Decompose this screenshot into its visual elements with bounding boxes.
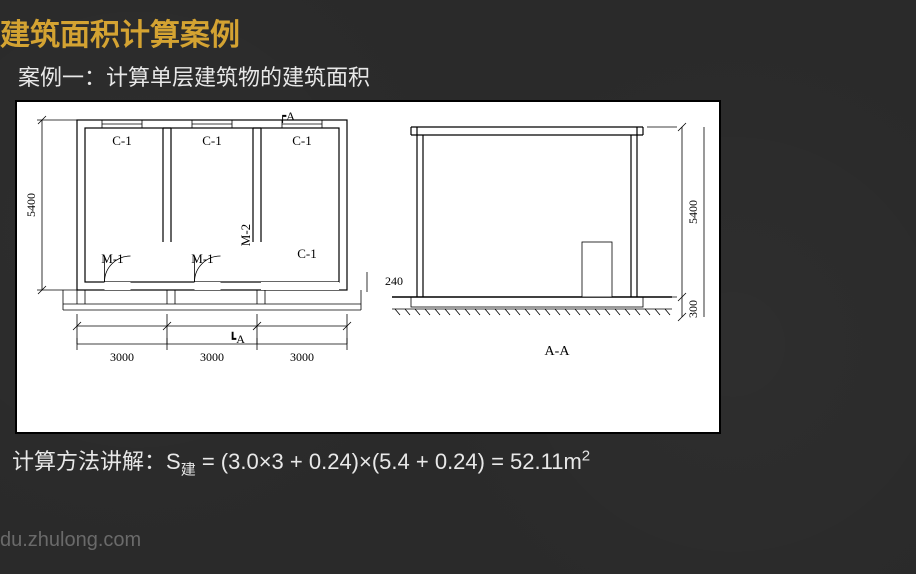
formula-line: 计算方法讲解：S建 = (3.0×3 + 0.24)×(5.4 + 0.24) … <box>0 434 916 479</box>
formula-sup: 2 <box>582 448 590 465</box>
svg-text:┍A: ┍A <box>279 109 295 123</box>
watermark: du.zhulong.com <box>0 529 141 552</box>
svg-text:5400: 5400 <box>686 200 700 224</box>
svg-text:240: 240 <box>385 274 403 288</box>
svg-text:5400: 5400 <box>24 193 38 217</box>
subtitle: 案例一：计算单层建筑物的建筑面积 <box>0 54 916 100</box>
svg-text:C-1: C-1 <box>202 133 222 148</box>
svg-text:┗A: ┗A <box>229 331 245 346</box>
svg-text:300: 300 <box>686 300 700 318</box>
formula-label: 计算方法讲解： <box>12 449 166 474</box>
formula-sub: 建 <box>181 461 196 478</box>
svg-text:C-1: C-1 <box>112 133 132 148</box>
svg-text:A-A: A-A <box>545 344 571 359</box>
svg-text:3000: 3000 <box>290 350 314 364</box>
svg-text:3000: 3000 <box>110 350 134 364</box>
diagram-container: C-1 C-1 C-1 C-1 M-1 M-1 M-2 ┍A ┗A 5400 240 3000 3000… <box>15 100 721 434</box>
formula-var: S <box>166 449 181 474</box>
svg-text:3000: 3000 <box>200 350 224 364</box>
svg-text:M-1: M-1 <box>191 251 213 266</box>
svg-text:C-1: C-1 <box>292 133 312 148</box>
svg-text:C-1: C-1 <box>297 246 317 261</box>
svg-text:M-1: M-1 <box>101 251 123 266</box>
formula-expr: = (3.0×3 + 0.24)×(5.4 + 0.24) = 52.11m <box>196 449 582 474</box>
floorplan-diagram: C-1 C-1 C-1 C-1 M-1 M-1 M-2 ┍A ┗A 5400 240 3000 3000… <box>17 102 719 432</box>
svg-text:M-2: M-2 <box>238 224 253 246</box>
main-title: 建筑面积计算案例 <box>0 0 916 54</box>
